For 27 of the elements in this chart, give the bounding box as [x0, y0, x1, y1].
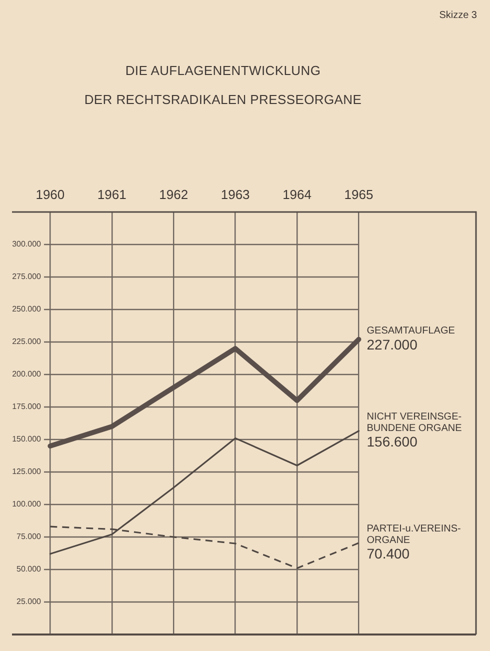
x-tick-label: 1963: [220, 186, 250, 202]
series-label: GESAMTAUFLAGE: [366, 326, 456, 337]
y-tick-label: 125.000: [12, 467, 42, 476]
y-tick-label: 200.000: [12, 370, 42, 379]
x-tick-label: 1965: [344, 186, 374, 202]
series-label: NICHT VEREINSGE-BUNDENE ORGANE: [366, 411, 462, 434]
y-tick-label: 225.000: [12, 337, 42, 346]
data-label: 70.400: [366, 546, 410, 562]
y-tick-label: 50.000: [16, 564, 42, 574]
text: Skizze 3: [439, 10, 477, 21]
x-tick-label: 1964: [282, 186, 312, 202]
chart-subtitle: DER RECHTSRADIKALEN PRESSEORGANE: [83, 92, 363, 107]
y-tick-label: 75.000: [16, 532, 42, 542]
chart-title: DIE AUFLAGENENTWICKLUNG: [124, 63, 322, 78]
y-tick-label: 300.000: [12, 240, 42, 249]
series-label: PARTEI-u.VEREINS-ORGANE: [366, 523, 461, 546]
data-label: 156.600: [366, 434, 418, 450]
x-tick-label: 1962: [159, 186, 188, 202]
y-tick-label: 25.000: [16, 597, 42, 606]
y-tick-label: 175.000: [12, 402, 42, 412]
y-tick-label: 275.000: [12, 272, 42, 282]
data-label: 227.000: [366, 336, 418, 352]
x-tick-label: 1961: [97, 186, 126, 202]
x-tick-label: 1960: [36, 186, 65, 202]
y-tick-label: 100.000: [12, 500, 42, 509]
y-tick-label: 250.000: [12, 304, 42, 314]
y-tick-label: 150.000: [12, 434, 42, 444]
